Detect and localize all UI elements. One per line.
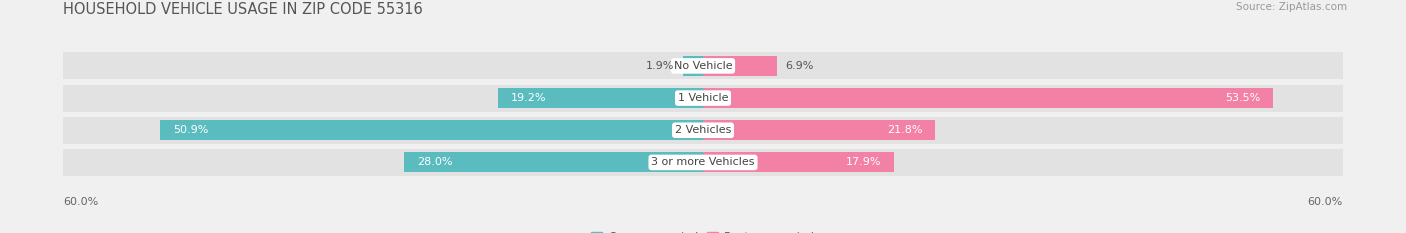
Text: 6.9%: 6.9% — [785, 61, 814, 71]
Bar — [703, 88, 1274, 108]
Text: 21.8%: 21.8% — [887, 125, 922, 135]
Bar — [63, 52, 1343, 79]
Text: 1.9%: 1.9% — [645, 61, 675, 71]
Text: 60.0%: 60.0% — [63, 197, 98, 207]
Bar — [703, 56, 776, 76]
Bar — [63, 85, 1343, 112]
Bar — [160, 120, 703, 140]
Bar — [63, 149, 1343, 176]
Text: 17.9%: 17.9% — [845, 158, 882, 168]
Text: Source: ZipAtlas.com: Source: ZipAtlas.com — [1236, 2, 1347, 12]
Text: 60.0%: 60.0% — [1308, 197, 1343, 207]
Text: 2 Vehicles: 2 Vehicles — [675, 125, 731, 135]
Text: HOUSEHOLD VEHICLE USAGE IN ZIP CODE 55316: HOUSEHOLD VEHICLE USAGE IN ZIP CODE 5531… — [63, 2, 423, 17]
Bar — [703, 152, 894, 172]
Text: 50.9%: 50.9% — [173, 125, 208, 135]
Bar — [405, 152, 703, 172]
Bar — [63, 117, 1343, 144]
Bar — [498, 88, 703, 108]
Text: No Vehicle: No Vehicle — [673, 61, 733, 71]
Text: 1 Vehicle: 1 Vehicle — [678, 93, 728, 103]
Text: 19.2%: 19.2% — [512, 93, 547, 103]
Text: 53.5%: 53.5% — [1226, 93, 1261, 103]
Text: 3 or more Vehicles: 3 or more Vehicles — [651, 158, 755, 168]
Text: 28.0%: 28.0% — [418, 158, 453, 168]
Legend: Owner-occupied, Renter-occupied: Owner-occupied, Renter-occupied — [586, 227, 820, 233]
Bar — [683, 56, 703, 76]
Bar — [703, 120, 935, 140]
